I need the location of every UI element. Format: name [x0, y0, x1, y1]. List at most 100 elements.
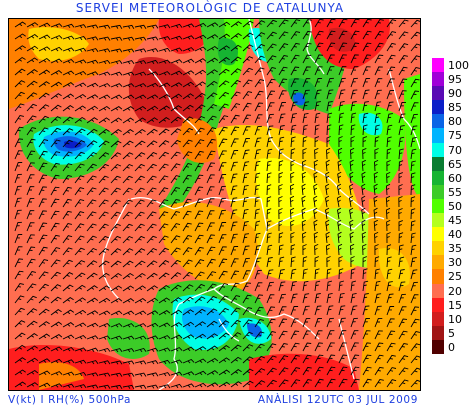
wind-barb [326, 30, 336, 40]
legend-label: 30 [448, 256, 462, 270]
wind-barb [170, 297, 182, 304]
wind-barb [122, 163, 134, 172]
wind-barb [98, 128, 110, 136]
wind-barb [218, 258, 228, 268]
wind-barb [146, 211, 157, 220]
wind-barb [349, 159, 354, 172]
wind-barb [86, 128, 98, 136]
wind-barb [74, 93, 87, 100]
legend-label: 55 [448, 185, 462, 199]
wind-barb [158, 71, 171, 76]
legend-swatch [432, 100, 444, 115]
wind-barb [98, 94, 111, 100]
wind-barb [194, 246, 204, 256]
wind-barb [254, 343, 265, 352]
wind-barb [290, 342, 300, 352]
legend-label: 70 [448, 143, 462, 157]
wind-barb [326, 101, 333, 112]
wind-barb [218, 209, 226, 220]
wind-barb [338, 19, 348, 28]
wind-barb [398, 342, 408, 352]
wind-barb [314, 256, 319, 268]
wind-barb [206, 34, 219, 40]
wind-barb [374, 42, 384, 52]
wind-barb [362, 378, 372, 388]
wind-barb [194, 210, 204, 220]
wind-barb [122, 187, 133, 196]
wind-barb [362, 89, 370, 100]
wind-barb [50, 222, 60, 232]
wind-barb [254, 306, 264, 316]
wind-barb [134, 384, 147, 389]
wind-barb [62, 151, 73, 160]
wind-barb [278, 125, 285, 136]
wind-barb [158, 117, 170, 124]
wind-barb [266, 330, 277, 340]
wind-barb [254, 114, 263, 124]
wind-barb [218, 197, 226, 208]
wind-barb [266, 102, 275, 112]
wind-barb [98, 211, 109, 220]
wind-barb [134, 335, 147, 340]
wind-barb [98, 360, 111, 365]
wind-barb [266, 208, 272, 220]
wind-barb [122, 152, 134, 160]
wind-barb [242, 368, 254, 376]
wind-barb [230, 369, 242, 376]
wind-barb [242, 20, 254, 28]
wind-barb [38, 162, 48, 172]
wind-barb [110, 152, 122, 160]
wind-barb [206, 210, 215, 220]
wind-barb [158, 82, 171, 88]
wind-barb [302, 342, 312, 352]
wind-barb [410, 78, 420, 88]
wind-barb [86, 247, 98, 256]
wind-barb [86, 105, 99, 112]
wind-barb [350, 77, 358, 88]
wind-barb [122, 199, 133, 208]
wind-barb [386, 318, 395, 328]
wind-barb [410, 90, 420, 100]
legend-label: 85 [448, 101, 462, 115]
wind-barb [218, 345, 230, 352]
wind-barb [278, 379, 289, 388]
wind-barb [350, 342, 359, 352]
wind-barb [110, 175, 121, 184]
wind-barb [410, 281, 418, 292]
wind-barb [74, 59, 87, 64]
wind-barb [337, 219, 342, 232]
wind-barb [314, 112, 321, 124]
wind-barb [206, 186, 215, 196]
wind-barb [325, 219, 330, 232]
wind-barb [86, 372, 99, 377]
wind-barb [170, 371, 183, 376]
wind-barb [386, 268, 393, 280]
wind-barb [62, 297, 74, 304]
wind-barb [14, 126, 24, 136]
wind-barb [110, 36, 123, 41]
wind-barb [325, 159, 330, 172]
wind-barb [254, 294, 264, 304]
wind-barb [98, 248, 110, 256]
wind-barb [230, 21, 242, 28]
wind-barb [134, 223, 145, 232]
wind-barb [326, 77, 334, 88]
wind-barb [74, 24, 87, 29]
wind-barb [62, 186, 72, 196]
wind-barb [98, 223, 109, 232]
wind-barb [361, 159, 366, 172]
wind-barb [158, 199, 169, 208]
wind-barb [206, 222, 215, 232]
wind-barb [374, 354, 384, 364]
wind-barb [110, 163, 122, 172]
wind-barb [266, 196, 272, 208]
wind-barb [38, 308, 50, 316]
wind-barb [278, 90, 287, 100]
wind-barb [50, 116, 62, 124]
wind-barb [242, 233, 250, 244]
wind-barb [146, 223, 157, 232]
wind-barb [386, 31, 397, 40]
wind-barb [254, 32, 266, 40]
wind-barb [206, 138, 216, 148]
wind-barb [194, 69, 207, 76]
